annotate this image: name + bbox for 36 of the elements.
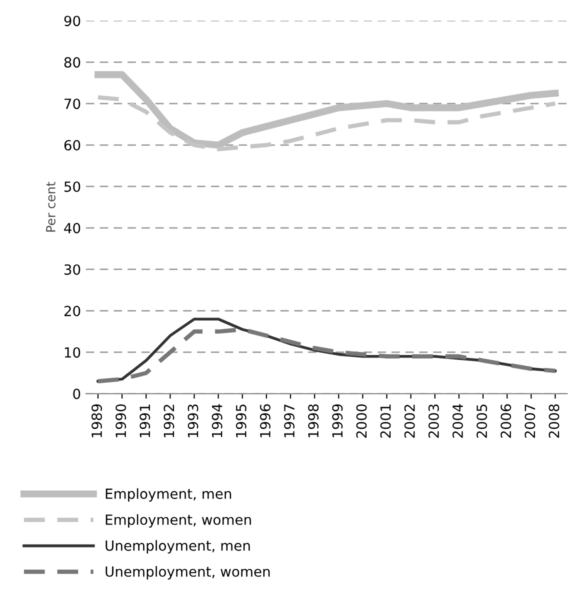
x-tick-label: 2000 [356, 404, 367, 438]
x-tick-label: 2006 [500, 404, 512, 438]
y-axis-title: Per cent [46, 182, 56, 232]
legend-label: Unemployment, women [106, 566, 270, 580]
y-tick-label: 20 [64, 306, 80, 316]
x-tick-label: 1994 [212, 404, 222, 438]
x-tick-label: 1993 [188, 404, 198, 438]
x-tick-label: 1989 [92, 404, 102, 438]
x-tick-label: 1995 [236, 404, 246, 438]
x-tick-label: 2008 [548, 404, 560, 438]
line-series [96, 327, 558, 384]
y-tick-label: 70 [64, 98, 80, 110]
x-tick-label: 1997 [284, 404, 295, 438]
y-tick-label: 60 [64, 140, 80, 151]
y-tick-label: 80 [64, 57, 80, 68]
x-tick-label: 1990 [116, 404, 126, 438]
legend-label: Employment, men [106, 488, 232, 502]
y-tick-label: 10 [64, 347, 80, 358]
x-tick-label: 1998 [308, 404, 319, 438]
x-tick-label: 2004 [452, 404, 464, 438]
legend-label: Employment, women [106, 514, 251, 528]
y-tick-label: 50 [64, 181, 80, 192]
x-tick-label: 1991 [140, 404, 150, 438]
x-tick-label: 1992 [164, 404, 174, 438]
x-tick-label: 2001 [380, 404, 391, 438]
y-tick-label: 0 [73, 388, 80, 400]
legend-label: Unemployment, men [106, 540, 250, 554]
y-tick-label: 30 [64, 264, 80, 275]
x-tick-label: 2002 [404, 404, 415, 438]
x-tick-label: 1999 [332, 404, 343, 438]
y-tick-label: 90 [64, 16, 80, 26]
x-tick-label: 2003 [428, 404, 439, 438]
x-tick-label: 1996 [260, 404, 270, 438]
y-tick-label: 40 [64, 222, 80, 234]
x-tick-label: 2007 [524, 404, 536, 438]
x-tick-label: 2005 [476, 404, 488, 438]
